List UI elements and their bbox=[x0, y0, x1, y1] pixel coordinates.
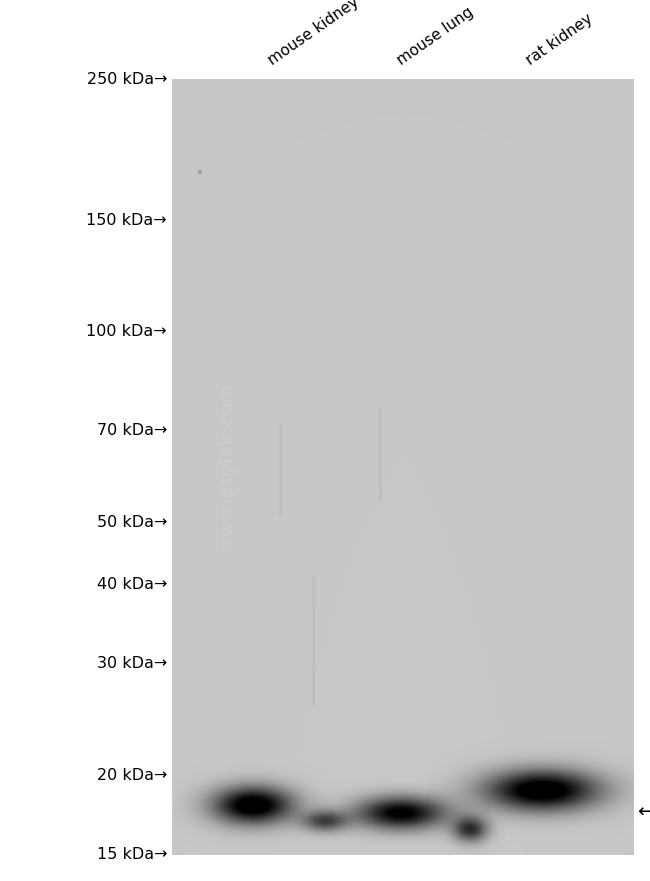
Text: 150 kDa→: 150 kDa→ bbox=[86, 212, 167, 227]
Text: 70 kDa→: 70 kDa→ bbox=[97, 423, 167, 438]
Text: 50 kDa→: 50 kDa→ bbox=[97, 515, 167, 530]
Text: 250 kDa→: 250 kDa→ bbox=[86, 71, 167, 87]
Text: 30 kDa→: 30 kDa→ bbox=[97, 656, 167, 671]
Text: www.ptglab.com: www.ptglab.com bbox=[218, 382, 237, 552]
Text: mouse lung: mouse lung bbox=[395, 4, 476, 68]
Text: 40 kDa→: 40 kDa→ bbox=[97, 577, 167, 592]
Text: 15 kDa→: 15 kDa→ bbox=[97, 847, 167, 862]
Text: mouse kidney: mouse kidney bbox=[265, 0, 361, 68]
Text: 20 kDa→: 20 kDa→ bbox=[97, 768, 167, 783]
Text: 100 kDa→: 100 kDa→ bbox=[86, 324, 167, 339]
Text: rat kidney: rat kidney bbox=[524, 11, 596, 68]
Text: ←: ← bbox=[637, 803, 650, 822]
